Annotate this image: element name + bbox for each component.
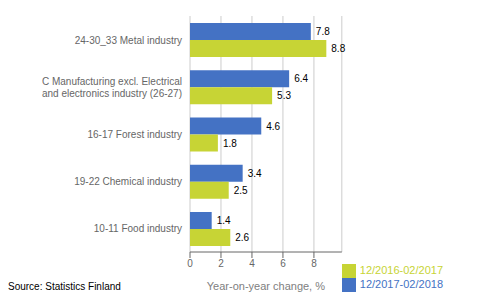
svg-text:6: 6 bbox=[280, 258, 286, 269]
svg-text:3.4: 3.4 bbox=[248, 168, 262, 179]
svg-text:1.8: 1.8 bbox=[223, 138, 237, 149]
svg-text:2.6: 2.6 bbox=[235, 232, 249, 243]
svg-text:4.6: 4.6 bbox=[266, 121, 280, 132]
svg-text:8.8: 8.8 bbox=[331, 43, 345, 54]
html-text:Source: Statistics Finland: Source: Statistics Finland bbox=[8, 281, 121, 292]
svg-text:1.4: 1.4 bbox=[217, 215, 231, 226]
svg-text:0: 0 bbox=[187, 258, 193, 269]
svg-text:2.5: 2.5 bbox=[234, 185, 248, 196]
svg-text:4: 4 bbox=[249, 258, 255, 269]
svg-text:19-22 Chemical industry: 19-22 Chemical industry bbox=[74, 176, 182, 187]
html-text:12/2016-02/2017: 12/2016-02/2017 bbox=[359, 263, 443, 276]
svg-text:24-30_33 Metal industry: 24-30_33 Metal industry bbox=[75, 34, 182, 45]
svg-text:Year-on-year change, %: Year-on-year change, % bbox=[207, 280, 325, 292]
svg-text:C Manufacturing excl. Electric: C Manufacturing excl. Electricaland elec… bbox=[42, 75, 182, 98]
svg-text:7.8: 7.8 bbox=[316, 26, 330, 37]
svg-text:6.4: 6.4 bbox=[294, 73, 308, 84]
html-text:12/2017-02/2018: 12/2017-02/2018 bbox=[359, 277, 443, 290]
svg-text:10-11 Food industry: 10-11 Food industry bbox=[94, 223, 182, 234]
svg-text:5.3: 5.3 bbox=[277, 90, 291, 101]
svg-text:16-17 Forest industry: 16-17 Forest industry bbox=[88, 129, 183, 140]
svg-text:2: 2 bbox=[218, 258, 224, 269]
svg-text:8: 8 bbox=[311, 258, 317, 269]
